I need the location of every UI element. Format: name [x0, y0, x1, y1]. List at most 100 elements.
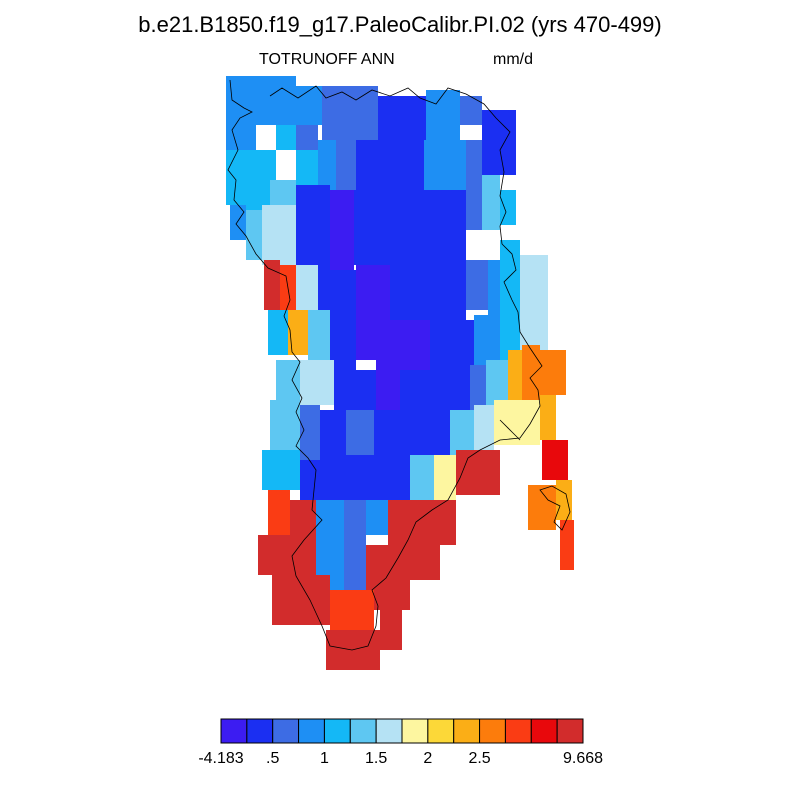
- map-cell: [466, 140, 482, 175]
- map-cell: [300, 460, 340, 500]
- colorbar-bin: [272, 718, 300, 744]
- map-cell: [296, 86, 322, 125]
- map-cell: [340, 455, 410, 500]
- colorbar-bin: [556, 718, 584, 744]
- colorbar-tick-label: 2.5: [468, 750, 491, 767]
- map-cell: [296, 265, 318, 310]
- map-cell: [344, 500, 366, 590]
- map-cell: [410, 545, 440, 580]
- map-cell: [474, 405, 494, 450]
- colorbar-bin: [504, 718, 532, 744]
- map-cell: [268, 310, 288, 355]
- map-cell: [528, 485, 556, 530]
- map-cell: [246, 210, 262, 260]
- map-cell: [508, 350, 522, 400]
- map-cell: [486, 360, 508, 410]
- colorbar-bin: [220, 718, 248, 744]
- map-cell: [230, 205, 246, 240]
- map-cell: [336, 140, 356, 190]
- map-cell: [500, 240, 520, 310]
- map-cell: [520, 255, 548, 305]
- map-cell: [322, 86, 378, 140]
- map-cell: [264, 260, 280, 310]
- map-cell: [430, 320, 474, 370]
- map-cell: [380, 600, 402, 650]
- map-cell: [560, 520, 574, 570]
- map-cell: [354, 190, 416, 265]
- map-cell: [290, 500, 316, 540]
- plot-title: b.e21.B1850.f19_g17.PaleoCalibr.PI.02 (y…: [138, 12, 662, 37]
- map-cell: [456, 450, 500, 495]
- map-cell: [296, 185, 330, 270]
- map-cell: [320, 410, 346, 460]
- map-cell: [500, 310, 520, 360]
- map-cell: [258, 535, 290, 575]
- map-cell: [556, 480, 572, 520]
- colorbar-bin: [401, 718, 429, 744]
- map-cell: [270, 400, 300, 450]
- map-cell: [316, 500, 344, 580]
- map-cell: [272, 575, 330, 625]
- map-cell: [268, 490, 290, 535]
- map-cell: [482, 175, 500, 230]
- map-cell: [424, 140, 466, 190]
- map-cell: [460, 96, 482, 125]
- colorbar-bins: [220, 718, 584, 744]
- map-cell: [256, 76, 296, 125]
- colorbar-tick-label: 1: [319, 750, 329, 767]
- map-cell: [466, 260, 488, 310]
- map-cell: [330, 320, 356, 370]
- colorbar-bin: [349, 718, 377, 744]
- map-cell: [356, 320, 384, 360]
- colorbar-tick-label: 1.5: [365, 750, 388, 767]
- variable-label: TOTRUNOFF ANN: [259, 51, 395, 68]
- map-cell: [356, 140, 388, 190]
- colorbar-bin: [530, 718, 558, 744]
- map-cell: [276, 360, 300, 400]
- map-cell: [482, 160, 516, 175]
- map-cell: [410, 410, 450, 455]
- map-cell: [540, 395, 556, 440]
- colorbar-tick-label: .5: [266, 750, 280, 767]
- colorbar-bin: [246, 718, 274, 744]
- map-cell: [474, 315, 500, 365]
- map-cell: [416, 190, 466, 270]
- colorbar-bin: [453, 718, 481, 744]
- map-cells: [226, 76, 574, 670]
- map-cell: [334, 370, 376, 410]
- map-cell: [262, 205, 296, 265]
- coastline: [227, 79, 571, 651]
- units-label: mm/d: [493, 51, 533, 68]
- map-cell: [300, 360, 334, 405]
- map-cell: [300, 405, 320, 460]
- map-cell: [434, 455, 456, 500]
- colorbar: [220, 718, 584, 744]
- map-cell: [346, 410, 374, 460]
- map-cell: [276, 125, 296, 150]
- colorbar-bin: [427, 718, 455, 744]
- colorbar-tick-label: 2: [423, 750, 433, 767]
- colorbar-bin: [323, 718, 351, 744]
- map-cell: [388, 140, 424, 190]
- map-cell: [388, 500, 456, 545]
- map-cell: [450, 410, 474, 455]
- colorbar-bin: [298, 718, 325, 744]
- map-cell: [488, 260, 500, 315]
- map-cell: [482, 110, 516, 160]
- map-cell: [416, 270, 466, 320]
- map-cell: [296, 150, 318, 190]
- map-cell: [366, 500, 388, 535]
- map-cell: [426, 90, 460, 140]
- map-cell: [356, 265, 390, 320]
- colorbar-tick-label: 9.668: [562, 750, 604, 767]
- map-cell: [400, 370, 470, 410]
- map-cell: [262, 450, 300, 490]
- map-cell: [318, 140, 336, 190]
- runoff-map: [226, 76, 574, 670]
- colorbar-bin: [479, 718, 506, 744]
- map-cell: [376, 360, 400, 410]
- colorbar-bin: [375, 718, 403, 744]
- map-cell: [378, 96, 426, 140]
- map-cell: [374, 410, 410, 455]
- map-cell: [520, 300, 548, 350]
